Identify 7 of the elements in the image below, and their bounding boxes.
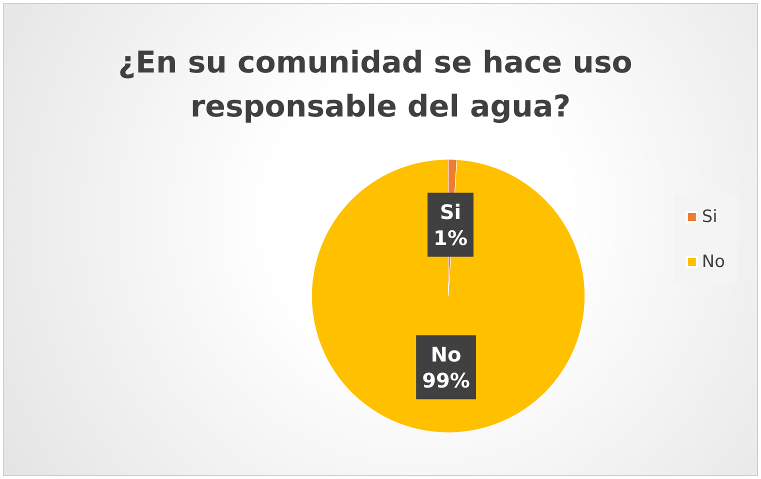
data-label: 99% xyxy=(422,368,470,392)
slice-label: No xyxy=(430,342,462,366)
slice-label: Si xyxy=(440,200,462,224)
data-label: 1% xyxy=(434,226,468,250)
legend-label: Si xyxy=(702,207,718,227)
chart-title: ¿En su comunidad se hace uso responsable del agua? xyxy=(118,46,643,124)
legend-label: No xyxy=(702,252,726,272)
